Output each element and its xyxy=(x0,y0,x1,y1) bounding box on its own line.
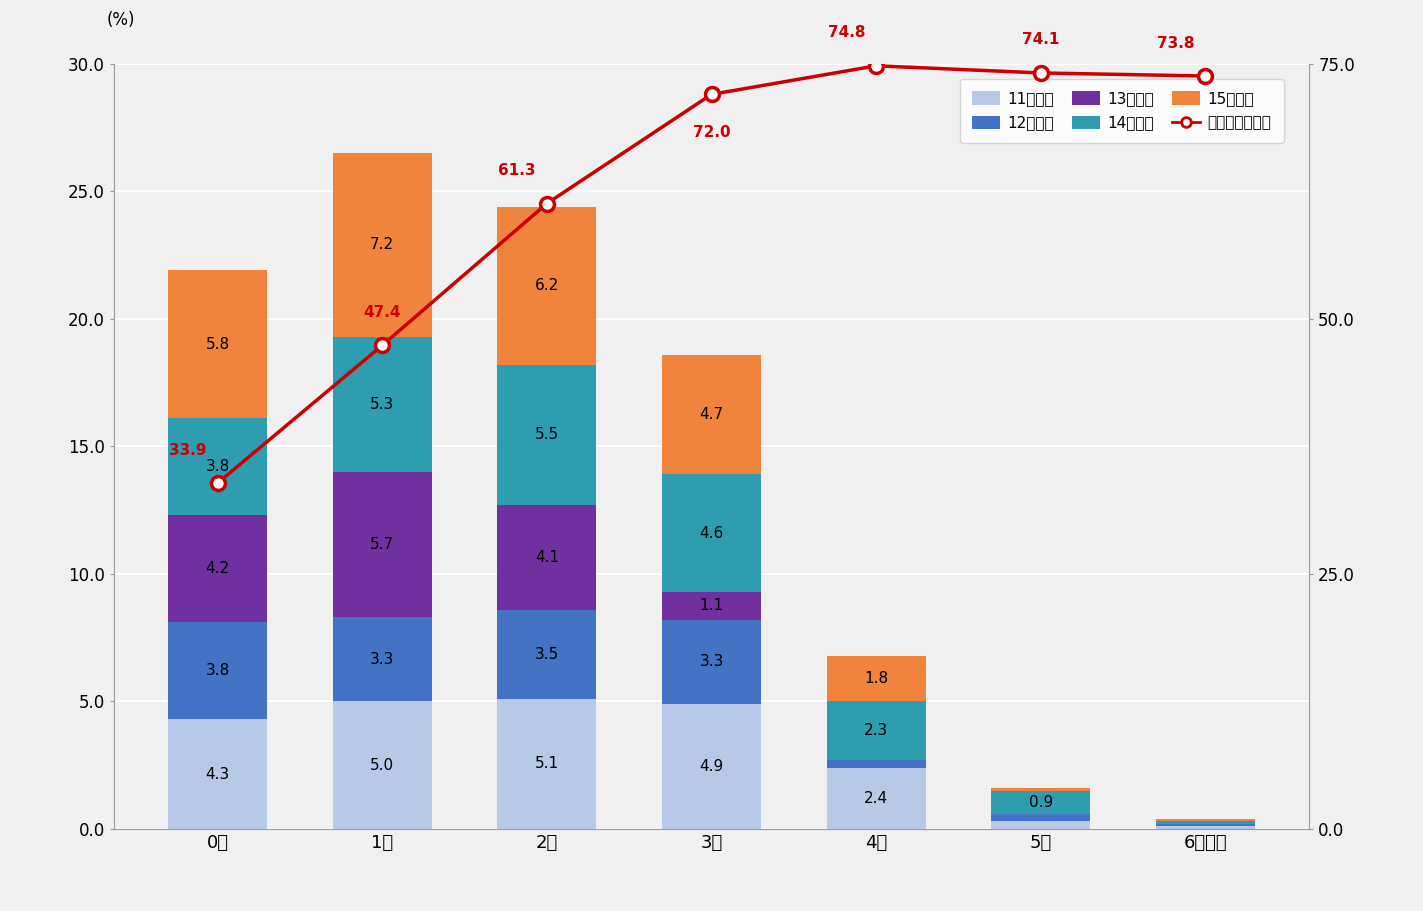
Text: 3.8: 3.8 xyxy=(205,663,229,679)
Bar xyxy=(662,704,761,829)
Text: 74.1: 74.1 xyxy=(1022,33,1060,47)
Bar xyxy=(498,364,596,505)
Text: 7.2: 7.2 xyxy=(370,238,394,252)
Text: 4.3: 4.3 xyxy=(205,767,229,782)
Text: (%): (%) xyxy=(107,11,135,29)
Bar xyxy=(498,505,596,609)
Text: 4.9: 4.9 xyxy=(699,759,724,774)
Bar xyxy=(662,592,761,619)
Bar xyxy=(333,472,431,618)
Bar xyxy=(992,822,1090,829)
Text: 33.9: 33.9 xyxy=(169,443,206,457)
Legend: 11次締切, 12次締切, 13次締切, 14次締切, 15次締切, 採択率（右軸）: 11次締切, 12次締切, 13次締切, 14次締切, 15次締切, 採択率（右… xyxy=(961,79,1284,143)
Bar xyxy=(1155,822,1255,824)
Text: 0.9: 0.9 xyxy=(1029,794,1053,810)
Text: 5.5: 5.5 xyxy=(535,427,559,443)
Bar xyxy=(827,656,925,701)
Text: 47.4: 47.4 xyxy=(363,305,401,320)
Bar xyxy=(827,768,925,829)
Text: 1.1: 1.1 xyxy=(700,599,723,613)
Bar xyxy=(1155,826,1255,829)
Text: 5.0: 5.0 xyxy=(370,758,394,773)
Bar xyxy=(498,699,596,829)
Text: 61.3: 61.3 xyxy=(498,163,536,178)
Text: 2.4: 2.4 xyxy=(864,791,888,806)
Bar xyxy=(662,619,761,704)
Text: 5.7: 5.7 xyxy=(370,537,394,552)
Bar xyxy=(1155,819,1255,822)
Text: 72.0: 72.0 xyxy=(693,126,730,140)
Text: 3.5: 3.5 xyxy=(535,647,559,661)
Text: 5.8: 5.8 xyxy=(205,337,229,352)
Bar xyxy=(827,701,925,760)
Bar xyxy=(168,271,268,418)
Bar xyxy=(1155,824,1255,826)
Bar xyxy=(662,354,761,475)
Bar xyxy=(168,720,268,829)
Bar xyxy=(498,207,596,364)
Text: 2.3: 2.3 xyxy=(864,723,888,738)
Bar xyxy=(992,814,1090,822)
Text: 4.2: 4.2 xyxy=(205,561,229,577)
Bar xyxy=(168,622,268,720)
Text: 4.1: 4.1 xyxy=(535,550,559,565)
Text: 3.8: 3.8 xyxy=(205,459,229,475)
Text: 4.7: 4.7 xyxy=(700,407,723,422)
Text: 5.3: 5.3 xyxy=(370,397,394,412)
Bar xyxy=(333,701,431,829)
Bar xyxy=(498,609,596,699)
Text: 3.3: 3.3 xyxy=(370,652,394,667)
Text: 5.1: 5.1 xyxy=(535,756,559,772)
Bar xyxy=(992,788,1090,791)
Text: 74.8: 74.8 xyxy=(828,26,865,40)
Bar xyxy=(827,760,925,768)
Text: 6.2: 6.2 xyxy=(535,278,559,293)
Bar xyxy=(168,418,268,516)
Text: 4.6: 4.6 xyxy=(699,526,724,540)
Text: 3.3: 3.3 xyxy=(699,654,724,670)
Bar xyxy=(168,516,268,622)
Text: 73.8: 73.8 xyxy=(1157,36,1194,50)
Bar xyxy=(333,153,431,337)
Bar xyxy=(992,791,1090,814)
Bar xyxy=(662,475,761,592)
Text: 1.8: 1.8 xyxy=(864,671,888,686)
Bar xyxy=(333,618,431,701)
Bar xyxy=(333,337,431,472)
